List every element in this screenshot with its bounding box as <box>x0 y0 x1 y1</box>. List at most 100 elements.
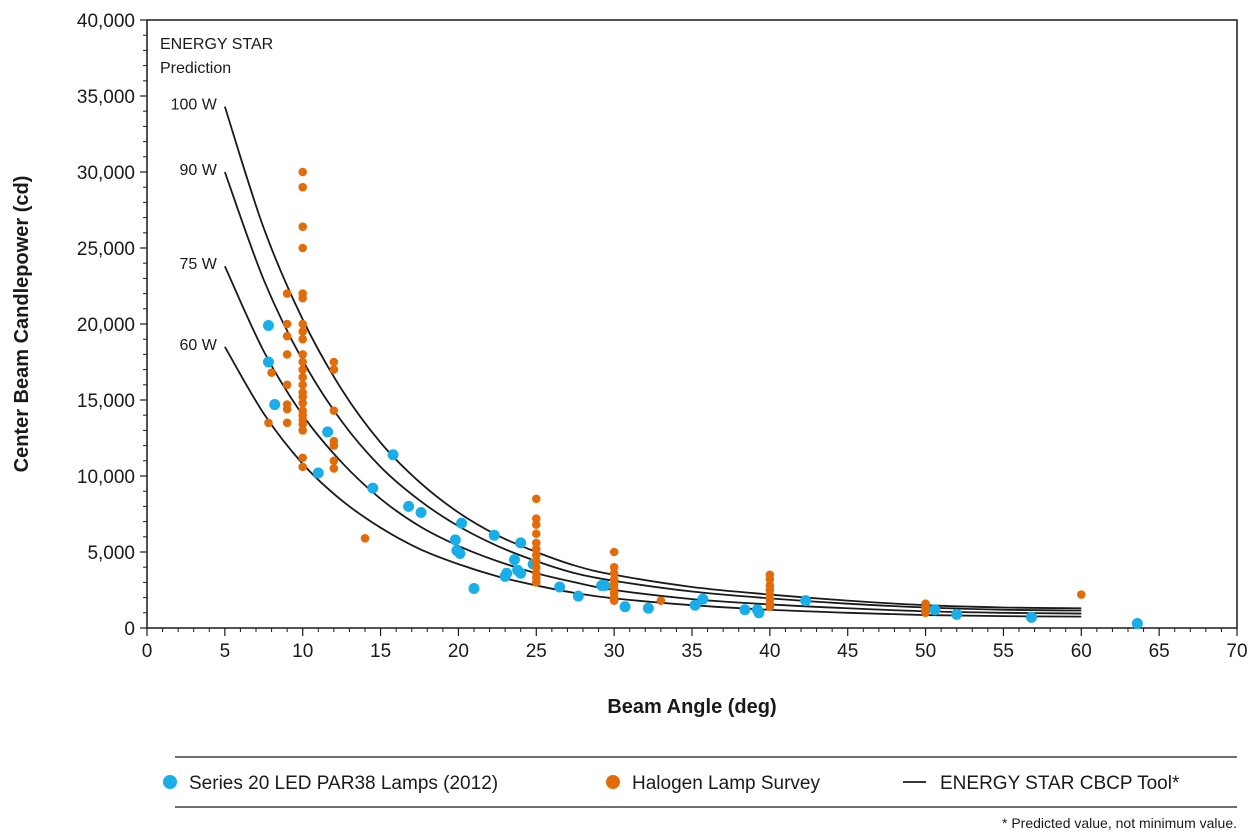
halogen-data-point <box>282 331 292 341</box>
led-data-point <box>456 517 468 529</box>
halogen-data-point <box>531 556 541 566</box>
led-data-point <box>312 467 324 479</box>
y-tick-label: 25,000 <box>77 239 135 260</box>
axis-titles: Beam Angle (deg) Center Beam Candlepower … <box>11 176 777 718</box>
led-data-point <box>554 581 566 593</box>
halogen-data-point <box>298 372 308 382</box>
x-tick-label: 5 <box>220 641 231 662</box>
led-data-point <box>753 607 765 619</box>
annotations: 100 W 90 W 75 W 60 W ENERGY STAR Prediction <box>160 36 273 354</box>
x-tick-label: 0 <box>142 641 153 662</box>
led-data-point <box>619 601 631 613</box>
x-tick-label: 15 <box>370 641 391 662</box>
x-tick-label: 70 <box>1226 641 1247 662</box>
y-tick-label: 30,000 <box>77 163 135 184</box>
y-tick-label: 15,000 <box>77 391 135 412</box>
halogen-data-point <box>298 350 308 359</box>
halogen-data-point <box>298 453 308 463</box>
halogen-data-point <box>298 167 308 177</box>
led-data-point <box>488 529 500 541</box>
y-tick-label: 0 <box>124 619 135 640</box>
halogen-data-point <box>298 222 308 232</box>
halogen-data-point <box>298 380 308 390</box>
halogen-data-point <box>298 365 308 374</box>
halogen-data-point <box>360 534 370 543</box>
legend-halogen-label: Halogen Lamp Survey <box>632 773 820 794</box>
plot-frame <box>146 19 1238 629</box>
plot-area <box>146 19 1238 629</box>
halogen-data-point <box>765 575 775 584</box>
halogen-data-point <box>609 596 619 605</box>
y-tick-label: 35,000 <box>77 87 135 108</box>
led-data-point <box>501 567 513 579</box>
halogen-data-point <box>282 289 292 298</box>
led-data-point <box>415 506 427 518</box>
halogen-data-point <box>1076 590 1086 599</box>
halogen-data-point <box>298 426 308 435</box>
halogen-data-point <box>282 380 292 390</box>
halogen-data-point <box>264 418 273 428</box>
x-tick-label: 65 <box>1149 641 1170 662</box>
legend-line-label: ENERGY STAR CBCP Tool* <box>940 773 1180 794</box>
halogen-data-point <box>282 418 292 428</box>
halogen-data-point <box>609 547 619 557</box>
halogen-data-point <box>921 608 930 618</box>
halogen-data-point <box>298 398 308 408</box>
halogen-data-point <box>329 406 339 415</box>
halogen-data-point <box>298 392 308 402</box>
curve-wattage-label: 90 W <box>180 162 218 179</box>
halogen-data-point <box>298 462 308 472</box>
x-tick-label: 45 <box>837 641 858 662</box>
halogen-data-point <box>329 357 339 367</box>
prediction-curve <box>224 265 1082 615</box>
halogen-data-point <box>531 562 541 572</box>
led-data-point <box>262 320 274 332</box>
halogen-data-point <box>531 550 541 560</box>
x-tick-label: 40 <box>759 641 780 662</box>
led-data-point <box>642 602 654 614</box>
halogen-data-point <box>282 404 292 414</box>
x-tick-label: 20 <box>448 641 469 662</box>
led-data-point <box>572 590 584 602</box>
led-data-point <box>468 582 480 594</box>
led-data-point <box>515 537 527 549</box>
legend-led-label: Series 20 LED PAR38 Lamps (2012) <box>189 773 498 794</box>
halogen-data-point <box>531 529 541 539</box>
x-axis-title: Beam Angle (deg) <box>607 696 776 718</box>
legend-halogen-marker <box>606 775 620 789</box>
led-data-point <box>1025 611 1037 623</box>
legend: Series 20 LED PAR38 Lamps (2012) Halogen … <box>163 756 1237 831</box>
halogen-data-point <box>656 596 666 605</box>
halogen-data-point <box>282 319 292 329</box>
halogen-data-point <box>329 365 339 374</box>
led-data-point <box>387 449 399 461</box>
prediction-curve <box>224 171 1082 612</box>
led-data-point <box>508 554 520 566</box>
y-tick-label: 5,000 <box>87 543 135 564</box>
x-tick-label: 10 <box>292 641 313 662</box>
halogen-data-point <box>531 538 541 548</box>
halogen-data-point <box>298 293 308 303</box>
led-data-point <box>739 604 751 616</box>
halogen-data-point <box>609 562 619 572</box>
led-data-point <box>599 579 611 591</box>
led-data-point <box>697 593 709 605</box>
halogen-data-point <box>531 520 541 529</box>
led-data-point <box>951 608 963 620</box>
halogen-data-point <box>329 441 339 450</box>
led-data-point <box>929 604 941 616</box>
halogen-data-point <box>298 243 308 253</box>
halogen-data-point <box>267 368 276 377</box>
prediction-annotation: ENERGY STAR <box>160 36 273 53</box>
led-data-point <box>322 426 334 438</box>
y-tick-label: 20,000 <box>77 315 135 336</box>
halogen-data-point <box>298 327 308 336</box>
halogen-data-point <box>298 182 308 192</box>
y-tick-label: 40,000 <box>77 11 135 32</box>
curve-wattage-label: 60 W <box>180 337 218 354</box>
halogen-data-point <box>531 544 541 554</box>
data-points <box>262 167 1143 629</box>
led-data-point <box>269 399 281 411</box>
prediction-curve <box>224 346 1082 618</box>
prediction-curves <box>223 106 1082 618</box>
